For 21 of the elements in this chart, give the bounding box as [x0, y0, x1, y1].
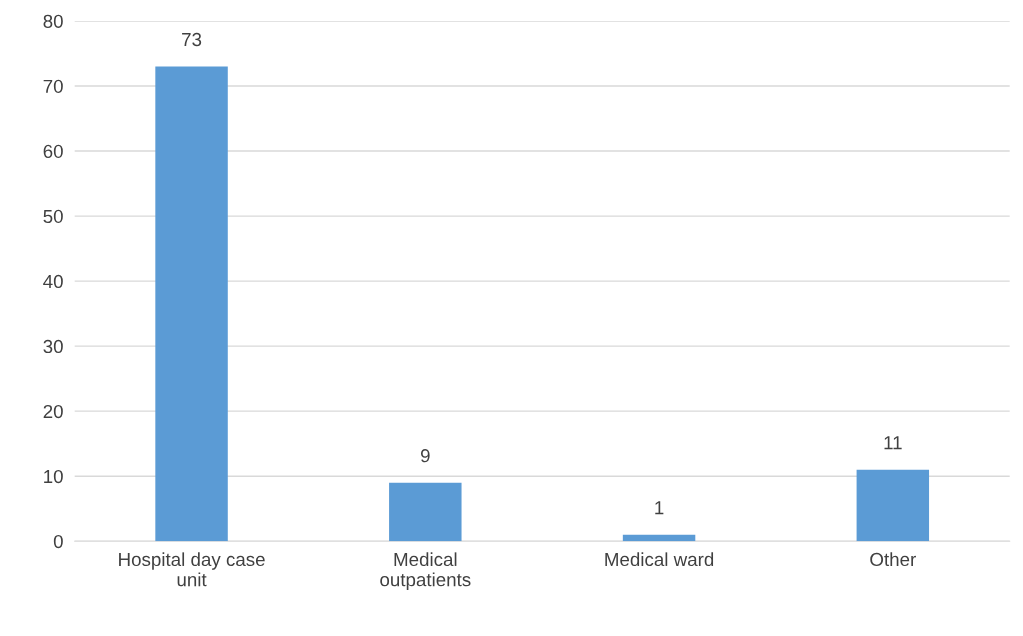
y-tick-label: 50 — [43, 209, 63, 224]
y-tick-label: 20 — [43, 404, 63, 419]
x-tick-label: Medical outpatients — [380, 552, 471, 591]
y-tick-label: 80 — [43, 14, 63, 28]
y-tick-label: 40 — [43, 274, 63, 289]
y-tick-label: 30 — [43, 339, 63, 354]
data-label: 9 — [420, 449, 430, 463]
y-tick-label: 0 — [53, 534, 63, 549]
bar — [856, 469, 930, 542]
y-tick-label: 60 — [43, 144, 63, 159]
bar — [389, 482, 462, 542]
y-tick-label: 70 — [43, 79, 63, 93]
x-tick-label: Hospital day case unit — [119, 552, 265, 587]
data-label: 73 — [182, 32, 202, 47]
x-tick-label: Medical ward — [605, 552, 714, 567]
y-tick-label: 10 — [44, 469, 63, 484]
bar — [155, 66, 228, 542]
bar — [622, 534, 696, 542]
x-tick-label: Other — [870, 552, 916, 567]
data-label: 1 — [655, 501, 664, 515]
data-label: 11 — [884, 436, 902, 450]
